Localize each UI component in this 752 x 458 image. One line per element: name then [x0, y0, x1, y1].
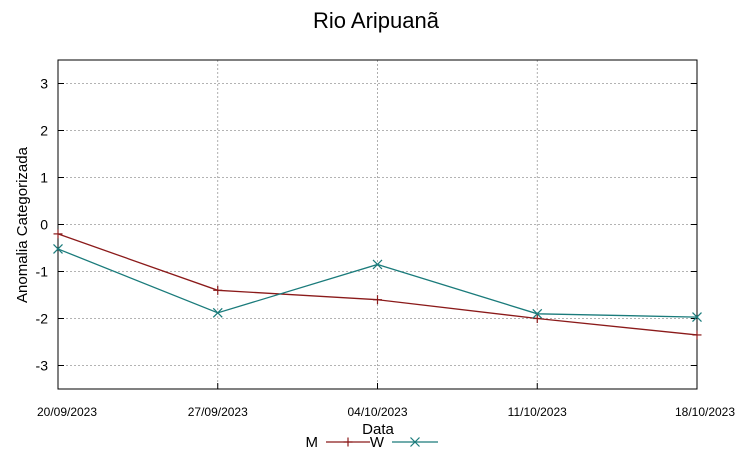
marker-stroke	[410, 437, 420, 447]
data-point-m	[213, 285, 223, 295]
data-point-m	[53, 229, 63, 239]
grid-lines	[58, 60, 697, 389]
plot-border	[57, 59, 698, 390]
x-tick-label: 18/10/2023	[675, 405, 735, 419]
data-point-w	[692, 312, 702, 323]
data-point-m	[373, 295, 382, 305]
data-point-m	[692, 330, 702, 340]
data-point-w	[53, 244, 63, 254]
data-point-w	[212, 307, 223, 318]
marker-stroke	[212, 307, 223, 318]
legend-item-w: W	[370, 434, 438, 451]
legend-item-m: M	[306, 434, 370, 451]
y-tick-label: -1	[36, 264, 49, 280]
series-lines	[53, 229, 702, 340]
y-tick-label: 3	[40, 76, 48, 92]
y-tick-label: 2	[40, 123, 48, 139]
marker-stroke	[372, 259, 383, 270]
data-point-w	[372, 259, 383, 270]
series-line-w	[57, 248, 698, 318]
marker-stroke	[532, 308, 543, 319]
legend-marker	[343, 437, 353, 447]
x-tick-label: 20/09/2023	[37, 405, 97, 419]
marker-stroke	[692, 312, 702, 323]
y-tick-label: 0	[40, 217, 48, 233]
legend-label: M	[306, 434, 319, 451]
legend-label: W	[370, 434, 385, 451]
data-point-w	[532, 308, 543, 319]
x-tick-label: 04/10/2023	[347, 405, 407, 419]
marker-stroke	[53, 244, 63, 254]
y-tick-label: -3	[36, 358, 49, 374]
x-tick-label: 11/10/2023	[508, 405, 567, 419]
axes: -3 -2 -1 0 1 2 3 20/09/2023 27/09/2023 04/10/2023…	[36, 59, 735, 419]
y-tick-label: 1	[40, 170, 48, 186]
x-axis-title: Data	[362, 421, 394, 438]
legend-marker	[410, 437, 420, 447]
y-tick-label: -2	[36, 311, 49, 327]
data-point-m	[532, 314, 542, 323]
y-axis-title: Anomalia Categorizada	[14, 146, 31, 303]
x-tick-label: 27/09/2023	[188, 405, 248, 419]
chart-title: Rio Aripuanã	[313, 8, 440, 33]
